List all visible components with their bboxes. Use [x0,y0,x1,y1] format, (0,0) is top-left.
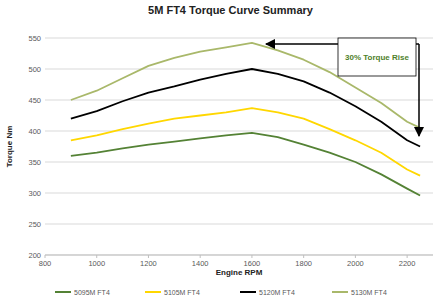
x-tick-label: 800 [39,259,52,268]
annotation-box [338,38,416,76]
legend-label: 5105M FT4 [164,289,200,296]
x-tick [148,255,149,258]
grid-line [45,131,433,132]
x-tick [303,255,304,258]
annotation: 30% Torque Rise [345,53,409,62]
y-tick-label: 300 [28,189,41,198]
series-line [71,43,420,128]
x-tick-label: 1600 [244,259,261,268]
y-tick-label: 250 [28,220,41,229]
x-tick-label: 2000 [347,259,364,268]
x-tick-label: 1400 [192,259,209,268]
y-axis-label: Torque Nm [5,126,14,168]
legend-swatch [332,291,348,293]
x-tick [355,255,356,258]
x-tick-label: 2200 [399,259,416,268]
legend-label: 5095M FT4 [74,289,110,296]
y-tick-label: 550 [28,34,41,43]
grid-line [45,224,433,225]
legend-label: 5130M FT4 [351,289,387,296]
y-tick-label: 450 [28,96,41,105]
grid-line [45,162,433,163]
annotation-arrow [418,44,420,136]
x-tick [96,255,97,258]
y-tick-label: 500 [28,65,41,74]
grid-line [45,255,433,256]
x-tick [200,255,201,258]
x-axis-label: Engine RPM [216,268,263,277]
series-line [71,69,420,147]
x-axis-line [45,255,433,256]
grid-line [45,193,433,194]
y-tick-label: 400 [28,127,41,136]
x-tick-label: 1000 [88,259,105,268]
legend-swatch [55,291,71,293]
x-tick-label: 1200 [140,259,157,268]
legend-swatch [240,291,256,293]
x-tick [251,255,252,258]
y-tick-label: 350 [28,158,41,167]
legend-swatch [145,291,161,293]
annotation-arrow [266,43,338,45]
series-line [71,133,420,196]
x-tick-label: 1800 [295,259,312,268]
x-tick [45,255,46,258]
series-line [71,108,420,176]
legend-label: 5120M FT4 [259,289,295,296]
chart: 5M FT4 Torque Curve Summary2002503003504… [0,0,441,300]
x-tick [407,255,408,258]
title: 5M FT4 Torque Curve Summary [148,4,314,16]
